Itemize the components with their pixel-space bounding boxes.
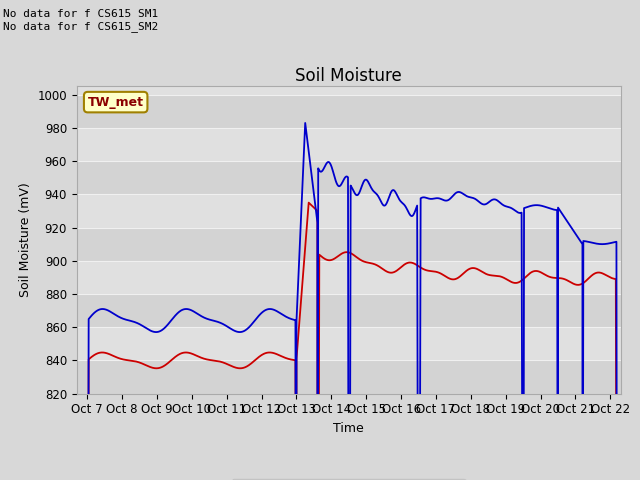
Text: TW_met: TW_met — [88, 96, 144, 108]
Legend: DltaT_SM1, DltaT_SM2: DltaT_SM1, DltaT_SM2 — [232, 479, 466, 480]
X-axis label: Time: Time — [333, 422, 364, 435]
Text: No data for f CS615_SM2: No data for f CS615_SM2 — [3, 21, 159, 32]
Bar — [77, 161, 621, 194]
Bar — [77, 95, 621, 128]
Bar — [77, 228, 621, 261]
Title: Soil Moisture: Soil Moisture — [296, 67, 402, 85]
Text: No data for f CS615 SM1: No data for f CS615 SM1 — [3, 9, 159, 19]
Bar — [77, 360, 621, 394]
Y-axis label: Soil Moisture (mV): Soil Moisture (mV) — [19, 182, 32, 298]
Bar — [77, 294, 621, 327]
